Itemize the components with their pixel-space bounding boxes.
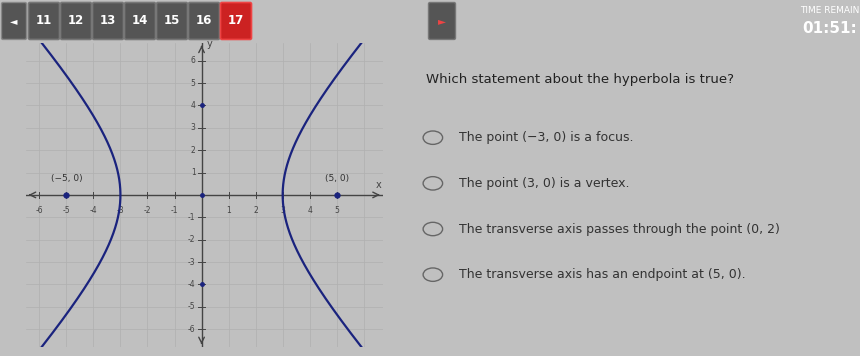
Text: 3: 3 bbox=[191, 123, 195, 132]
FancyBboxPatch shape bbox=[157, 2, 187, 40]
Text: (5, 0): (5, 0) bbox=[325, 174, 349, 183]
Text: 4: 4 bbox=[307, 206, 312, 215]
Text: 1: 1 bbox=[226, 206, 231, 215]
Text: -2: -2 bbox=[188, 235, 195, 244]
Text: -1: -1 bbox=[171, 206, 178, 215]
Text: TIME REMAIN: TIME REMAIN bbox=[801, 6, 860, 15]
Text: -4: -4 bbox=[188, 280, 195, 289]
Text: y: y bbox=[207, 39, 212, 49]
Text: Which statement about the hyperbola is true?: Which statement about the hyperbola is t… bbox=[427, 73, 734, 86]
Text: 1: 1 bbox=[191, 168, 195, 177]
FancyBboxPatch shape bbox=[2, 2, 27, 40]
Text: The point (3, 0) is a vertex.: The point (3, 0) is a vertex. bbox=[459, 177, 630, 190]
Text: 5: 5 bbox=[335, 206, 339, 215]
Text: 4: 4 bbox=[191, 101, 195, 110]
Text: -4: -4 bbox=[89, 206, 97, 215]
FancyBboxPatch shape bbox=[188, 2, 219, 40]
Text: 17: 17 bbox=[228, 15, 244, 27]
Text: ◄: ◄ bbox=[10, 16, 18, 26]
Text: 12: 12 bbox=[68, 15, 84, 27]
Text: 13: 13 bbox=[100, 15, 116, 27]
Text: ►: ► bbox=[438, 16, 446, 26]
Text: 14: 14 bbox=[132, 15, 148, 27]
Text: 6: 6 bbox=[191, 56, 195, 65]
Text: -3: -3 bbox=[188, 257, 195, 267]
Text: 01:51:: 01:51: bbox=[802, 21, 857, 36]
Text: 5: 5 bbox=[191, 79, 195, 88]
Text: -5: -5 bbox=[63, 206, 71, 215]
Text: 16: 16 bbox=[196, 15, 212, 27]
Text: 2: 2 bbox=[191, 146, 195, 155]
Text: -3: -3 bbox=[117, 206, 124, 215]
Text: x: x bbox=[376, 180, 382, 190]
Text: -6: -6 bbox=[35, 206, 43, 215]
FancyBboxPatch shape bbox=[220, 2, 251, 40]
FancyBboxPatch shape bbox=[28, 2, 59, 40]
Text: -1: -1 bbox=[188, 213, 195, 222]
Text: (−5, 0): (−5, 0) bbox=[51, 174, 83, 183]
Text: -6: -6 bbox=[188, 325, 195, 334]
Text: 11: 11 bbox=[36, 15, 52, 27]
Text: 15: 15 bbox=[163, 15, 181, 27]
Text: The transverse axis passes through the point (0, 2): The transverse axis passes through the p… bbox=[459, 222, 780, 236]
FancyBboxPatch shape bbox=[125, 2, 156, 40]
FancyBboxPatch shape bbox=[93, 2, 124, 40]
Text: The point (−3, 0) is a focus.: The point (−3, 0) is a focus. bbox=[459, 131, 634, 144]
Text: 2: 2 bbox=[253, 206, 258, 215]
FancyBboxPatch shape bbox=[60, 2, 91, 40]
FancyBboxPatch shape bbox=[428, 2, 456, 40]
Text: The transverse axis has an endpoint at (5, 0).: The transverse axis has an endpoint at (… bbox=[459, 268, 746, 281]
Text: 3: 3 bbox=[280, 206, 286, 215]
Text: -5: -5 bbox=[188, 302, 195, 311]
Text: -2: -2 bbox=[144, 206, 151, 215]
